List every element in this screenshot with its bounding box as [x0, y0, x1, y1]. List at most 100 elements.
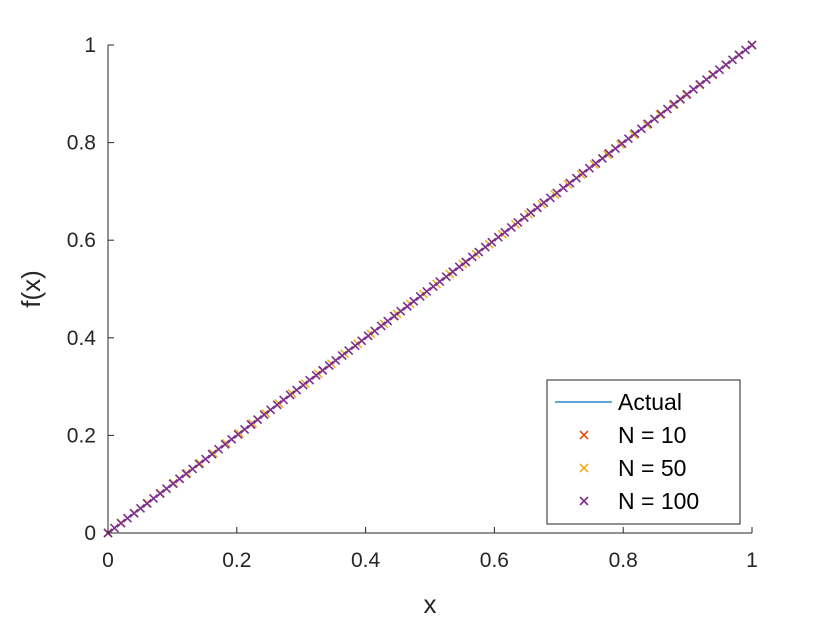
x-tick-label: 0.6 — [480, 549, 509, 572]
data-point — [116, 518, 126, 528]
data-point — [305, 375, 315, 385]
data-point — [513, 217, 523, 228]
data-point — [402, 301, 412, 311]
data-point — [506, 222, 516, 232]
data-point — [695, 79, 705, 90]
data-point — [292, 385, 302, 395]
data-point — [389, 311, 399, 321]
legend-label: N = 50 — [618, 455, 686, 481]
data-point — [201, 454, 211, 464]
y-tick-label: 0.6 — [67, 229, 96, 252]
x-ticks: 0 0.2 0.4 0.6 0.8 1 — [102, 527, 758, 572]
legend-item: Actual — [555, 389, 682, 415]
data-point — [656, 109, 666, 119]
data-point — [246, 419, 256, 430]
x-tick-label: 0.4 — [351, 549, 381, 572]
data-point — [194, 459, 204, 469]
data-point — [155, 488, 165, 499]
x-tick-label: 0 — [102, 549, 114, 572]
data-point — [174, 474, 185, 484]
y-axis: 0 0.2 0.4 0.6 0.8 1 — [67, 34, 114, 545]
data-point — [461, 257, 471, 267]
data-point — [122, 513, 133, 523]
data-point — [168, 479, 178, 489]
data-point — [539, 198, 549, 208]
data-point — [643, 119, 653, 129]
data-point — [623, 134, 633, 144]
data-point — [500, 227, 510, 237]
data-point — [318, 365, 328, 375]
data-point — [630, 129, 640, 139]
x-tick-label: 0.2 — [222, 549, 251, 572]
data-point — [649, 114, 659, 124]
data-point — [467, 252, 477, 262]
data-point — [714, 65, 725, 75]
data-point — [181, 469, 191, 479]
data-point — [526, 208, 536, 218]
data-point — [734, 50, 744, 60]
x-axis-label: x — [424, 589, 437, 619]
data-point — [311, 370, 321, 380]
data-point — [207, 449, 217, 459]
data-point — [727, 55, 738, 65]
data-point — [708, 70, 718, 80]
data-point — [617, 139, 627, 149]
plot-area — [103, 40, 757, 538]
series-n-100 — [103, 40, 757, 538]
data-point — [701, 74, 712, 85]
data-point — [552, 188, 562, 198]
y-tick-label: 1 — [84, 34, 96, 57]
data-point — [331, 355, 341, 366]
data-point — [747, 40, 757, 50]
data-point — [558, 183, 568, 193]
data-point — [454, 262, 464, 272]
y-tick-label: 0.2 — [67, 424, 96, 447]
data-point — [675, 94, 686, 104]
data-point — [409, 296, 419, 306]
data-point — [448, 267, 458, 277]
data-point — [579, 430, 589, 440]
data-point — [109, 523, 120, 533]
data-point — [721, 60, 731, 70]
legend-box — [546, 379, 741, 525]
data-point — [161, 484, 172, 494]
data-point — [344, 346, 354, 356]
data-point — [532, 203, 542, 213]
data-point — [487, 237, 497, 247]
data-point — [253, 415, 263, 425]
data-point — [571, 173, 581, 183]
data-point — [135, 503, 146, 513]
data-point — [597, 153, 607, 163]
data-point — [584, 163, 594, 173]
data-point — [240, 424, 250, 435]
data-point — [220, 439, 230, 449]
data-point — [142, 498, 152, 508]
data-point — [148, 493, 159, 504]
data-point — [376, 321, 386, 331]
data-point — [610, 143, 620, 154]
y-ticks: 0 0.2 0.4 0.6 0.8 1 — [67, 34, 114, 545]
data-point — [272, 400, 282, 410]
data-point — [565, 178, 575, 188]
data-point — [337, 350, 347, 361]
data-point — [422, 286, 432, 297]
legend-item: N = 10 — [579, 422, 686, 448]
x-tick-label: 1 — [746, 549, 758, 572]
data-point — [298, 380, 308, 390]
legend-label: N = 100 — [618, 488, 699, 514]
data-point — [545, 193, 555, 203]
data-point — [214, 444, 224, 454]
legend-label: Actual — [618, 389, 682, 415]
data-point — [350, 341, 360, 351]
y-tick-label: 0.8 — [67, 132, 96, 155]
data-point — [259, 410, 269, 420]
data-point — [227, 434, 237, 444]
legend-label: N = 10 — [618, 422, 686, 448]
data-point — [662, 104, 673, 114]
data-point — [682, 89, 692, 99]
data-point — [396, 306, 406, 316]
legend-marker-swatch — [579, 496, 589, 506]
y-tick-label: 0 — [84, 522, 96, 545]
data-point — [279, 395, 289, 405]
data-point — [187, 464, 198, 474]
